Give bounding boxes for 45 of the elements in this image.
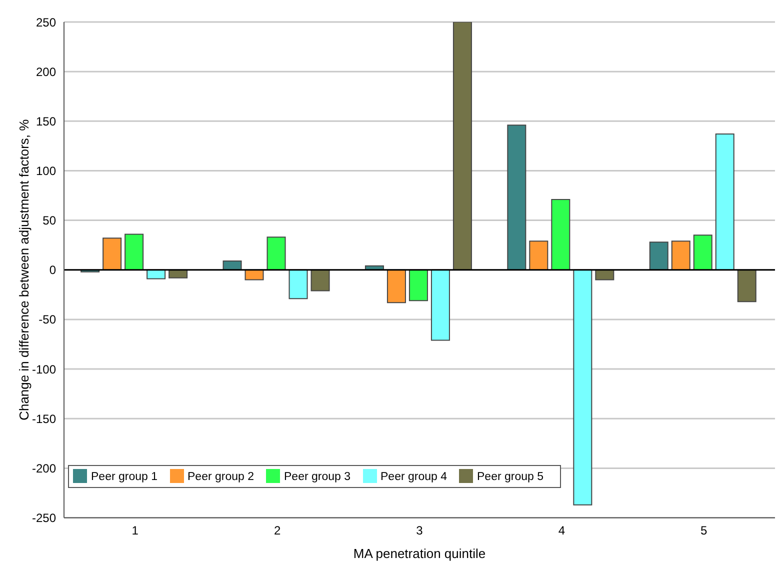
y-tick-label: 250 — [36, 15, 56, 30]
y-axis-title: Change in difference between adjustment factors, % — [16, 118, 32, 420]
y-tick-label: -100 — [32, 362, 56, 376]
x-tick-label: 3 — [416, 523, 424, 538]
bar — [146, 269, 166, 280]
bar — [715, 134, 734, 270]
bar — [266, 236, 286, 270]
y-tick-label: -50 — [38, 312, 56, 327]
x-tick-label: 5 — [700, 523, 708, 538]
bar — [452, 22, 472, 270]
bar — [386, 269, 406, 304]
bar — [671, 240, 690, 270]
y-tick-label: 100 — [36, 164, 56, 178]
bar — [430, 269, 450, 341]
y-tick-label: 200 — [36, 64, 56, 79]
y-tick-label: -200 — [32, 461, 56, 476]
bar — [649, 242, 668, 270]
legend-label: Peer group 2 — [188, 471, 254, 484]
y-tick-label: 50 — [42, 214, 56, 228]
bar — [573, 269, 592, 506]
bar — [124, 234, 144, 270]
bar — [595, 269, 614, 280]
bar — [288, 269, 308, 300]
x-tick-label: 2 — [274, 523, 281, 538]
y-tick-label: 0 — [49, 263, 56, 278]
x-tick-label: 1 — [132, 523, 139, 538]
bar — [102, 238, 122, 270]
bar — [551, 198, 570, 270]
legend-label: Peer group 3 — [284, 471, 350, 484]
bar — [737, 269, 756, 302]
bar — [408, 269, 428, 302]
x-axis-title: MA penetration quintile — [353, 546, 486, 561]
bar — [529, 240, 548, 270]
x-tick-label: 4 — [558, 523, 566, 538]
legend-label: Peer group 4 — [380, 471, 447, 484]
bar — [693, 234, 712, 270]
bar — [168, 269, 188, 278]
y-tick-label: -250 — [32, 511, 56, 526]
legend-label: Peer group 5 — [477, 471, 544, 484]
bar — [310, 269, 330, 292]
y-tick-label: 150 — [36, 114, 56, 128]
legend-label: Peer group 1 — [91, 471, 158, 484]
y-tick-label: -150 — [32, 412, 56, 426]
bar — [244, 269, 264, 280]
bar — [507, 124, 526, 270]
